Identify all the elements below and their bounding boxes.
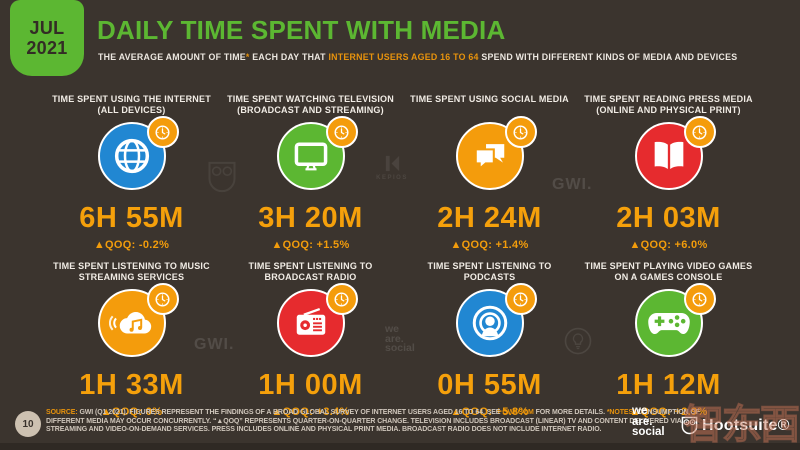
clock-badge-icon (683, 283, 716, 315)
card-title: TIME SPENT WATCHING TELEVISION (BROADCAS… (227, 94, 394, 115)
stat-value: 1H 00M (258, 369, 363, 401)
globe-icon (97, 116, 179, 190)
subtitle-highlight: INTERNET USERS AGED 16 TO 64 (328, 52, 479, 62)
qoq-change: ▲QOQ: +6.0% (629, 239, 708, 251)
clock-badge-icon (504, 116, 537, 148)
tv-icon (276, 116, 358, 190)
source-label: SOURCE: (46, 409, 78, 416)
page-subtitle: THE AVERAGE AMOUNT OF TIME* EACH DAY THA… (98, 52, 737, 62)
qoq-change: ▲QOQ: +2.9% (629, 406, 708, 418)
card-television: TIME SPENT WATCHING TELEVISION (BROADCAS… (221, 94, 400, 261)
card-video-games: TIME SPENT PLAYING VIDEO GAMES ON A GAME… (579, 261, 758, 428)
music-cloud-icon (97, 283, 179, 357)
card-title: TIME SPENT USING SOCIAL MEDIA (410, 94, 569, 104)
card-press-media: TIME SPENT READING PRESS MEDIA (ONLINE A… (579, 94, 758, 261)
card-title: TIME SPENT PLAYING VIDEO GAMES ON A GAME… (584, 261, 753, 282)
card-title: TIME SPENT LISTENING TO PODCASTS (427, 261, 552, 282)
card-title: TIME SPENT LISTENING TO MUSIC STREAMING … (53, 261, 210, 282)
radio-icon (276, 283, 358, 357)
qoq-change: ▲QOQ: +1.4% (450, 239, 529, 251)
stat-cards-grid: TIME SPENT USING THE INTERNET (ALL DEVIC… (42, 94, 758, 428)
card-title: TIME SPENT USING THE INTERNET (ALL DEVIC… (52, 94, 211, 115)
card-podcasts: TIME SPENT LISTENING TO PODCASTS 0H 55M (400, 261, 579, 428)
hootsuite-owl-icon (681, 416, 698, 435)
qoq-change: ▲QOQ: +3.4% (271, 406, 350, 418)
page-title: DAILY TIME SPENT WITH MEDIA (97, 15, 506, 45)
clock-badge-icon (146, 283, 179, 315)
chat-bubbles-icon (455, 116, 537, 190)
card-title: TIME SPENT LISTENING TO BROADCAST RADIO (248, 261, 373, 282)
qoq-change: ▲QOQ: 0% (100, 406, 163, 418)
card-title: TIME SPENT READING PRESS MEDIA (ONLINE A… (584, 94, 753, 115)
clock-badge-icon (683, 116, 716, 148)
clock-badge-icon (325, 283, 358, 315)
podcast-icon (455, 283, 537, 357)
stat-value: 2H 03M (616, 202, 721, 234)
clock-badge-icon (325, 116, 358, 148)
gwi-link: GWI.COM (502, 409, 534, 416)
qoq-change: ▲QOQ: +5.8% (450, 406, 529, 418)
stat-value: 2H 24M (437, 202, 542, 234)
lightbulb-watermark-icon (563, 326, 593, 361)
stat-value: 1H 12M (616, 369, 721, 401)
notes-label: *NOTES: (606, 409, 636, 416)
stat-value: 6H 55M (79, 202, 184, 234)
hootsuite-owl-watermark-icon (207, 160, 237, 199)
hootsuite-label: Hootsuite® (702, 416, 790, 434)
subtitle-mid: EACH DAY THAT (249, 52, 329, 62)
clock-badge-icon (504, 283, 537, 315)
date-month: JUL (29, 18, 65, 38)
qoq-change: ▲QOQ: +1.5% (271, 239, 350, 251)
card-social-media: TIME SPENT USING SOCIAL MEDIA 2H 24M ▲QO… (400, 94, 579, 261)
card-broadcast-radio: TIME SPENT LISTENING TO BROADCAST RADIO (221, 261, 400, 428)
we-are-social-logo: we are. social (632, 405, 665, 438)
date-badge: JUL 2021 (10, 0, 84, 76)
source-notes-text: SOURCE: GWI (Q1 2021). FIGURES REPRESENT… (46, 409, 700, 434)
page-number-badge: 10 (15, 411, 41, 437)
card-music-streaming: TIME SPENT LISTENING TO MUSIC STREAMING … (42, 261, 221, 428)
stat-value: 0H 55M (437, 369, 542, 401)
stat-value: 1H 33M (79, 369, 184, 401)
qoq-change: ▲QOQ: -0.2% (93, 239, 170, 251)
subtitle-pre: THE AVERAGE AMOUNT OF TIME (98, 52, 246, 62)
subtitle-asterisk: * (245, 52, 250, 62)
bottom-edge-strip (0, 443, 800, 450)
clock-badge-icon (146, 116, 179, 148)
date-year: 2021 (26, 38, 68, 58)
subtitle-post: SPEND WITH DIFFERENT KINDS OF MEDIA AND … (478, 52, 738, 62)
gamepad-icon (634, 283, 716, 357)
hootsuite-logo: Hootsuite® (681, 416, 790, 435)
stat-value: 3H 20M (258, 202, 363, 234)
open-book-icon (634, 116, 716, 190)
card-internet: TIME SPENT USING THE INTERNET (ALL DEVIC… (42, 94, 221, 261)
